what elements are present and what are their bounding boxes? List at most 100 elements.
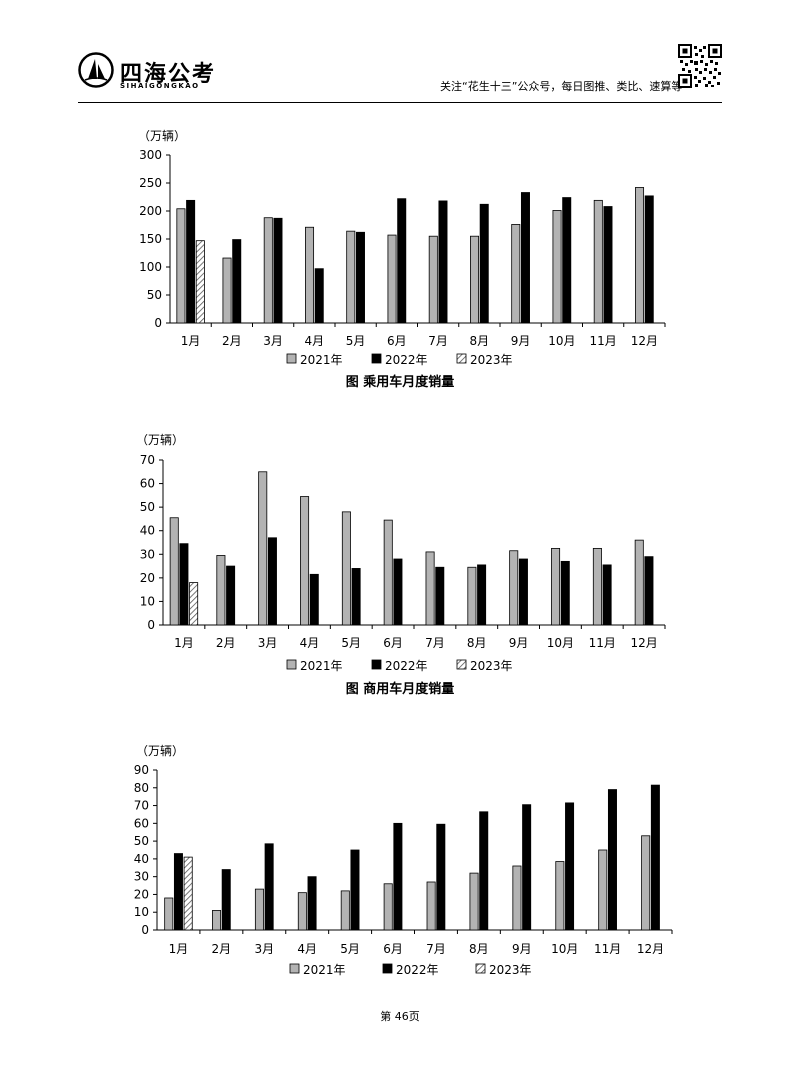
bar-2021年-9月 <box>511 224 521 324</box>
x-tick-label: 3月 <box>258 636 278 650</box>
x-tick-label: 12月 <box>630 636 657 650</box>
bar-2022年-10月 <box>560 560 570 626</box>
x-tick-label: 3月 <box>254 942 274 956</box>
bar-2021年-5月 <box>346 230 356 324</box>
y-tick-label: 70 <box>134 799 149 813</box>
legend-swatch-2023年 <box>475 963 486 974</box>
x-tick-label: 11月 <box>589 334 616 348</box>
x-tick-label: 8月 <box>470 334 490 348</box>
y-tick-label: 10 <box>134 905 149 919</box>
bar-2022年-3月 <box>264 843 274 931</box>
bar-2022年-10月 <box>562 197 572 324</box>
y-tick-label: 80 <box>134 781 149 795</box>
y-tick-label: 20 <box>134 887 149 901</box>
bar-2021年-12月 <box>634 539 644 626</box>
x-tick-label: 5月 <box>340 942 360 956</box>
bar-2022年-11月 <box>603 206 613 324</box>
bar-2023年-1月 <box>195 240 205 324</box>
bar-2021年-8月 <box>467 566 477 626</box>
x-tick-label: 1月 <box>181 334 201 348</box>
y-tick-label: 50 <box>134 834 149 848</box>
bar-2022年-5月 <box>350 849 360 931</box>
bar-2021年-2月 <box>212 910 222 931</box>
x-tick-label: 10月 <box>551 942 578 956</box>
bar-2021年-7月 <box>425 551 435 626</box>
bar-2021年-12月 <box>635 187 645 324</box>
legend-label: 2023年 <box>489 963 532 977</box>
page-number: 第 46页 <box>380 1010 420 1023</box>
y-tick-label: 60 <box>140 477 155 491</box>
legend-swatch-2022年 <box>382 963 393 974</box>
bar-2021年-11月 <box>592 547 602 626</box>
bar-2021年-2月 <box>216 555 226 626</box>
x-tick-label: 7月 <box>426 942 446 956</box>
bar-2021年-6月 <box>383 883 393 931</box>
bar-2022年-6月 <box>393 558 403 626</box>
y-tick-label: 0 <box>154 316 162 330</box>
x-tick-label: 6月 <box>383 636 403 650</box>
legend-label: 2021年 <box>300 353 343 367</box>
bar-2021年-7月 <box>426 881 436 931</box>
bar-2021年-9月 <box>509 550 519 626</box>
bar-2021年-8月 <box>470 235 480 324</box>
x-tick-label: 4月 <box>297 942 317 956</box>
bar-2021年-1月 <box>176 208 186 324</box>
bar-2023年-1月 <box>183 856 193 931</box>
y-tick-label: 50 <box>140 500 155 514</box>
bar-2021年-10月 <box>555 861 565 931</box>
bar-2022年-5月 <box>351 568 361 626</box>
y-unit-label: （万辆） <box>136 744 184 758</box>
x-tick-label: 5月 <box>341 636 361 650</box>
bar-2022年-9月 <box>518 558 528 626</box>
bar-2022年-4月 <box>309 573 319 626</box>
bar-2022年-11月 <box>602 564 612 626</box>
x-tick-label: 4月 <box>300 636 320 650</box>
bar-2022年-7月 <box>435 566 445 626</box>
y-tick-label: 40 <box>134 852 149 866</box>
bar-2021年-11月 <box>593 199 603 324</box>
bar-2022年-1月 <box>173 853 183 931</box>
bar-2021年-4月 <box>297 892 307 931</box>
chart-caption: 图 商用车月度销量 <box>346 681 455 697</box>
x-tick-label: 10月 <box>548 334 575 348</box>
bar-2022年-12月 <box>644 556 654 626</box>
y-tick-label: 30 <box>140 547 155 561</box>
bar-2022年-8月 <box>479 811 489 931</box>
bar-2022年-9月 <box>520 192 530 324</box>
bar-2021年-11月 <box>598 849 608 931</box>
y-tick-label: 20 <box>140 571 155 585</box>
legend-swatch-2023年 <box>456 659 467 670</box>
bar-2021年-8月 <box>469 872 479 931</box>
y-unit-label: （万辆） <box>138 129 186 143</box>
bar-2022年-4月 <box>314 268 324 324</box>
x-tick-label: 6月 <box>383 942 403 956</box>
x-tick-label: 12月 <box>631 334 658 348</box>
y-tick-label: 0 <box>141 923 149 937</box>
y-unit-label: （万辆） <box>136 433 184 447</box>
y-tick-label: 70 <box>140 453 155 467</box>
bar-2021年-5月 <box>341 511 351 626</box>
y-tick-label: 50 <box>147 288 162 302</box>
bar-2021年-12月 <box>641 835 651 931</box>
y-tick-label: 150 <box>139 232 162 246</box>
legend-label: 2023年 <box>470 659 513 673</box>
bar-2022年-2月 <box>226 565 236 626</box>
legend-swatch-2021年 <box>286 659 297 670</box>
legend-swatch-2021年 <box>289 963 300 974</box>
bar-2022年-5月 <box>355 231 365 324</box>
y-tick-label: 10 <box>140 594 155 608</box>
y-tick-label: 60 <box>134 816 149 830</box>
bar-2022年-3月 <box>267 537 277 626</box>
bar-2022年-9月 <box>522 804 532 931</box>
bar-2022年-12月 <box>644 195 654 324</box>
x-tick-label: 8月 <box>467 636 487 650</box>
bar-2022年-7月 <box>436 823 446 931</box>
qr-code-icon <box>678 44 722 88</box>
y-tick-label: 100 <box>139 260 162 274</box>
bar-2022年-2月 <box>221 869 231 931</box>
bar-2021年-4月 <box>300 496 310 626</box>
legend-label: 2022年 <box>385 659 428 673</box>
legend-label: 2021年 <box>300 659 343 673</box>
commercial-vehicle-sales-chart: （万辆） 0 10 20 30 40 50 60 70 1月 2月 3月 4月 5月 6月 7月 8月 9月 10月… <box>136 433 666 697</box>
legend-swatch-2022年 <box>371 353 382 364</box>
